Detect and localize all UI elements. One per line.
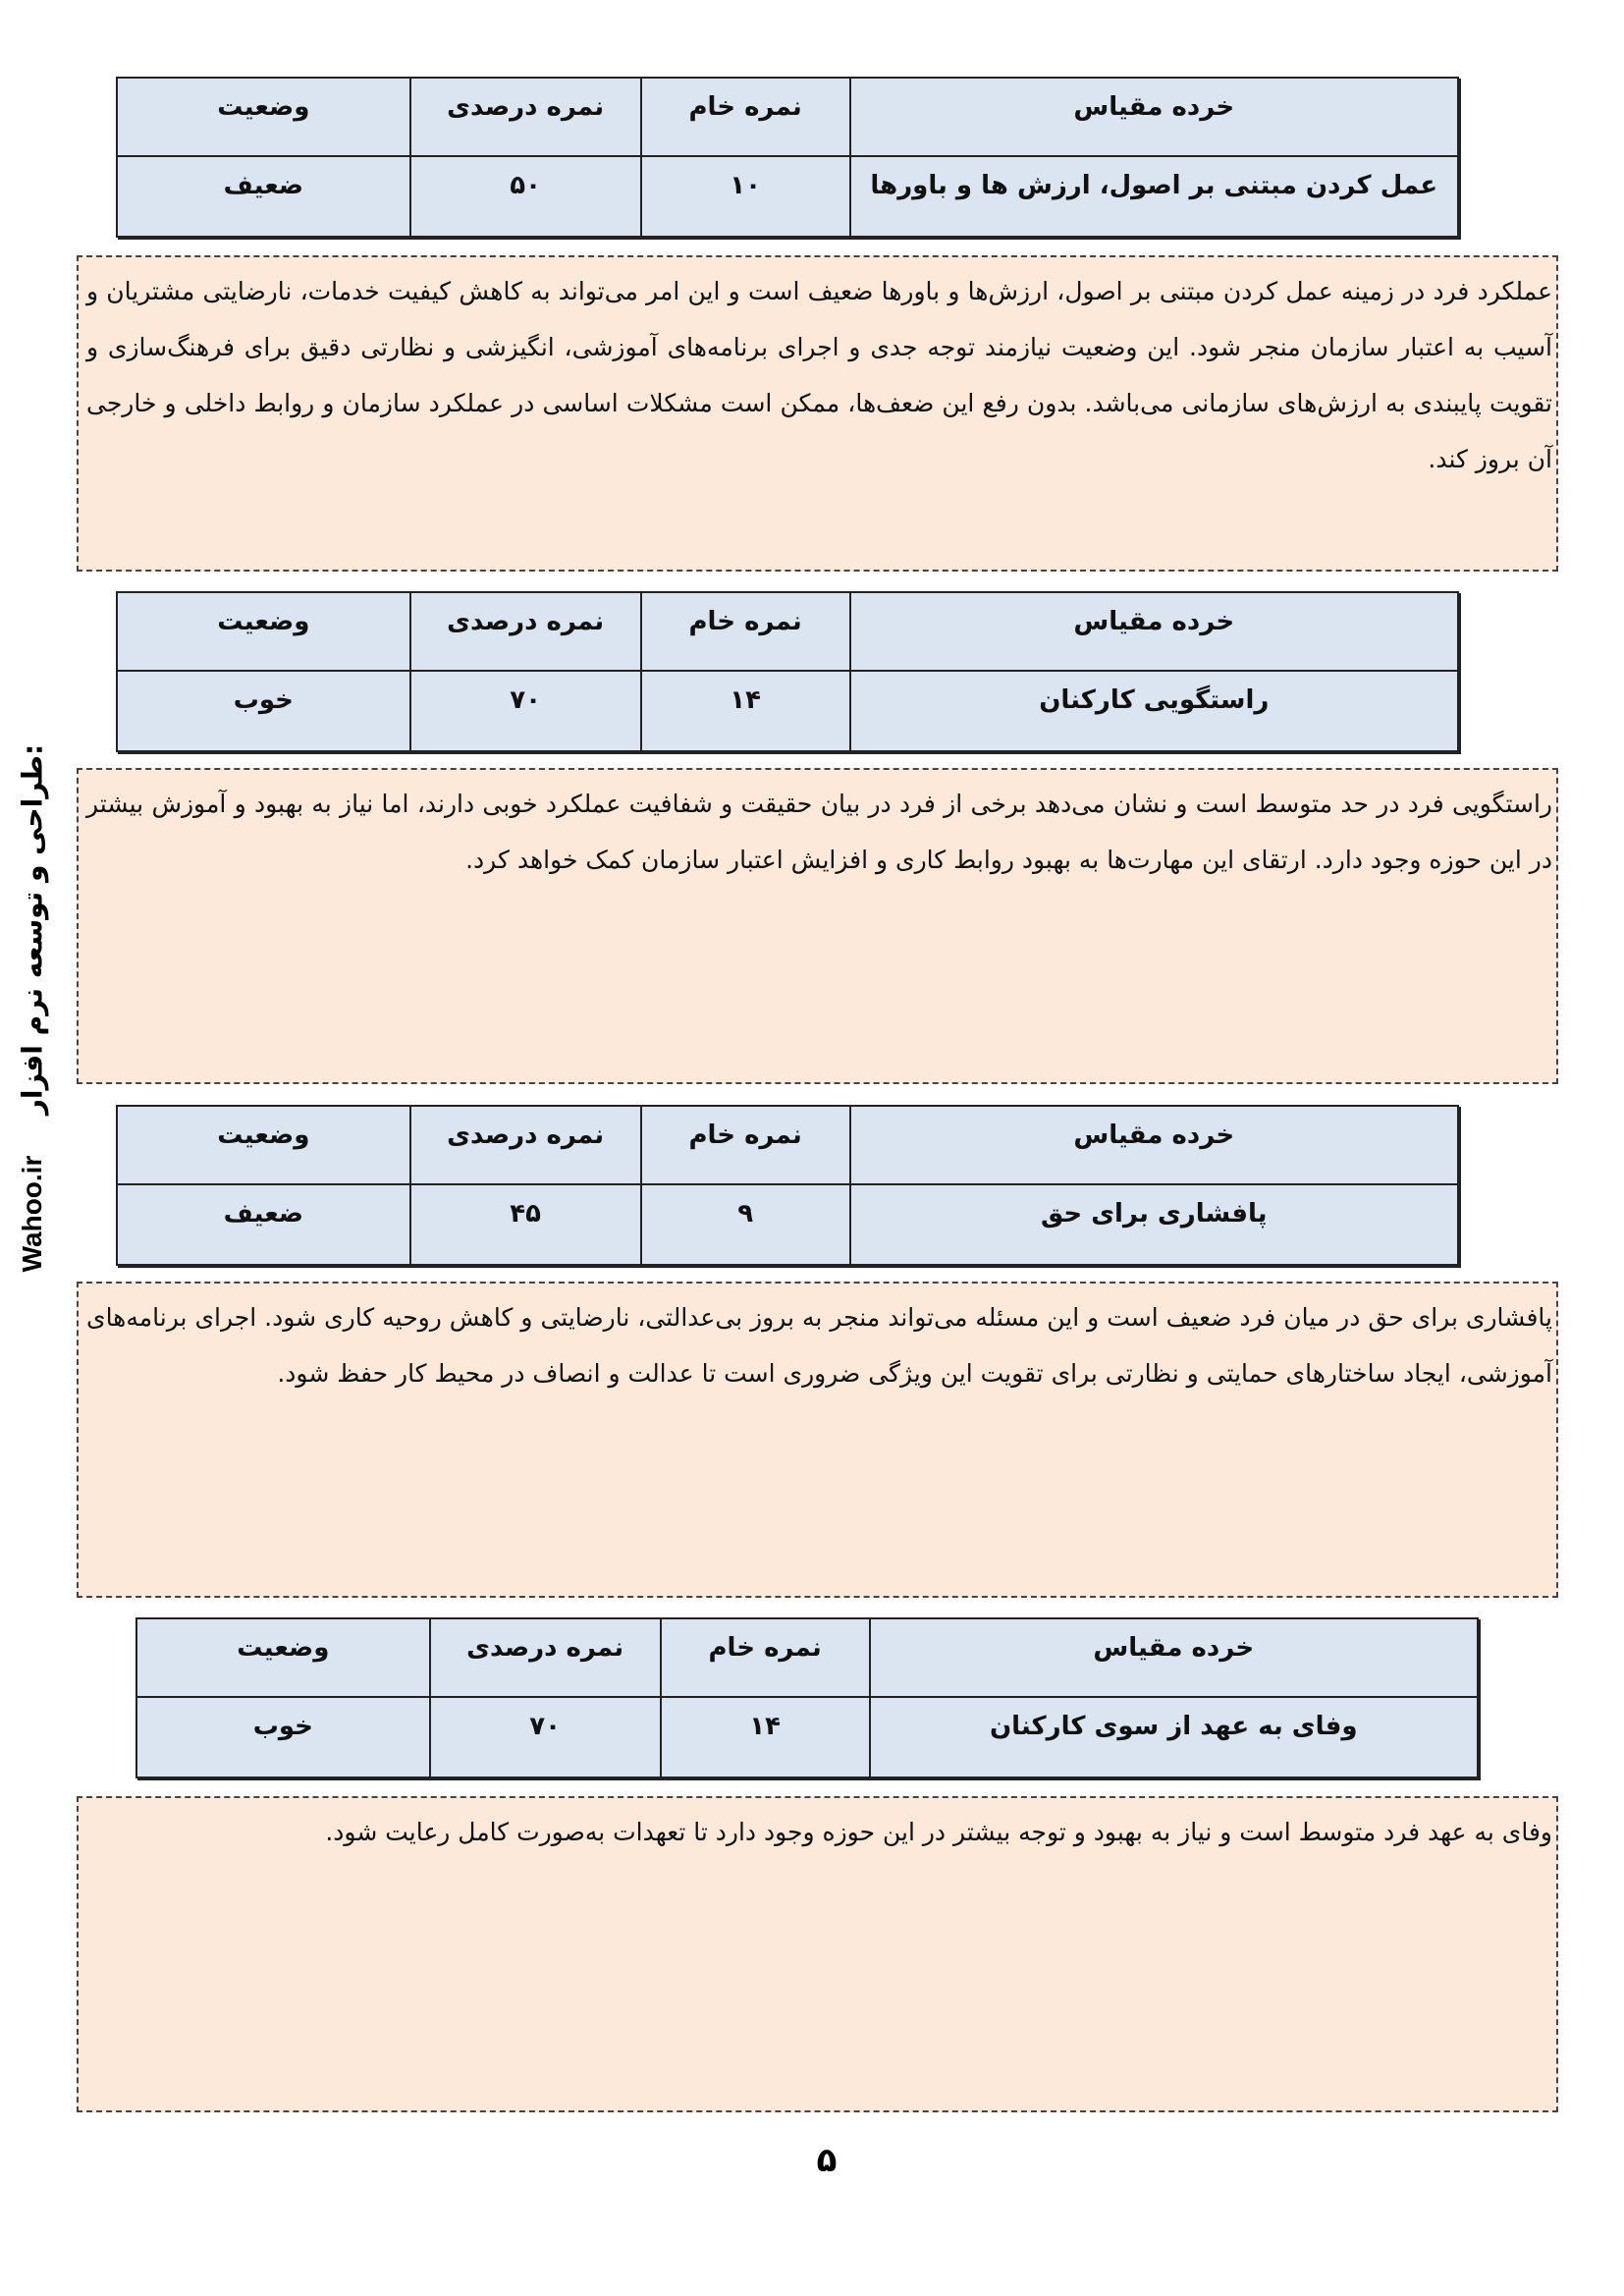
score-table: خرده مقیاس نمره خام نمره درصدی وضعیت عمل کرد… <box>116 77 1460 238</box>
score-table: خرده مقیاس نمره خام نمره درصدی وضعیت راستگوی… <box>116 591 1460 752</box>
header-raw: نمره خام <box>659 1617 871 1698</box>
header-status: وضعیت <box>116 591 411 672</box>
interpretation-text: وفای به عهد فرد متوسط است و نیاز به بهبو… <box>77 1796 1558 2112</box>
header-percent: نمره درصدی <box>408 1105 642 1185</box>
cell-raw: ۱۰ <box>639 155 851 238</box>
cell-subscale: وفای به عهد از سوی کارکنان <box>868 1696 1480 1778</box>
header-row: خرده مقیاس نمره خام نمره درصدی وضعیت <box>116 1105 1460 1185</box>
header-status: وضعیت <box>116 1105 411 1185</box>
data-row: عمل کردن مبتنی بر اصول، ارزش ها و باورها… <box>116 155 1460 238</box>
cell-subscale: راستگویی کارکنان <box>848 670 1460 752</box>
header-row: خرده مقیاس نمره خام نمره درصدی وضعیت <box>116 77 1460 157</box>
brand-link[interactable]: Wahoo.ir <box>17 1155 47 1273</box>
score-table: خرده مقیاس نمره خام نمره درصدی وضعیت پافشاری… <box>116 1105 1460 1266</box>
header-percent: نمره درصدی <box>408 77 642 157</box>
header-status: وضعیت <box>116 77 411 157</box>
page-number: ۵ <box>816 2141 838 2180</box>
data-row: راستگویی کارکنان ۱۴ ۷۰ خوب <box>116 670 1460 752</box>
cell-percent: ۵۰ <box>408 155 642 238</box>
cell-status: خوب <box>135 1696 431 1778</box>
header-subscale: خرده مقیاس <box>848 1105 1460 1185</box>
cell-raw: ۱۴ <box>659 1696 871 1778</box>
data-row: پافشاری برای حق ۹ ۴۵ ضعیف <box>116 1183 1460 1266</box>
data-row: وفای به عهد از سوی کارکنان ۱۴ ۷۰ خوب <box>135 1696 1480 1778</box>
header-subscale: خرده مقیاس <box>848 77 1460 157</box>
header-raw: نمره خام <box>639 77 851 157</box>
header-raw: نمره خام <box>639 1105 851 1185</box>
credit-text: طراحی و توسعه نرم افزار: <box>16 743 49 1116</box>
cell-status: خوب <box>116 670 411 752</box>
cell-subscale: پافشاری برای حق <box>848 1183 1460 1266</box>
header-raw: نمره خام <box>639 591 851 672</box>
cell-percent: ۷۰ <box>428 1696 662 1778</box>
cell-subscale: عمل کردن مبتنی بر اصول، ارزش ها و باورها <box>848 155 1460 238</box>
score-table: خرده مقیاس نمره خام نمره درصدی وضعیت وفای به… <box>135 1617 1480 1778</box>
cell-percent: ۷۰ <box>408 670 642 752</box>
cell-percent: ۴۵ <box>408 1183 642 1266</box>
interpretation-text: راستگویی فرد در حد متوسط است و نشان می‌د… <box>77 768 1558 1084</box>
header-percent: نمره درصدی <box>408 591 642 672</box>
cell-raw: ۹ <box>639 1183 851 1266</box>
header-row: خرده مقیاس نمره خام نمره درصدی وضعیت <box>135 1617 1480 1698</box>
cell-status: ضعیف <box>116 1183 411 1266</box>
interpretation-text: پافشاری برای حق در میان فرد ضعیف است و ا… <box>77 1282 1558 1598</box>
header-subscale: خرده مقیاس <box>868 1617 1480 1698</box>
header-percent: نمره درصدی <box>428 1617 662 1698</box>
cell-raw: ۱۴ <box>639 670 851 752</box>
side-credit: طراحی و توسعه نرم افزار: Wahoo.ir <box>10 744 55 1296</box>
interpretation-text: عملکرد فرد در زمینه عمل کردن مبتنی بر اص… <box>77 255 1558 572</box>
header-subscale: خرده مقیاس <box>848 591 1460 672</box>
cell-status: ضعیف <box>116 155 411 238</box>
header-row: خرده مقیاس نمره خام نمره درصدی وضعیت <box>116 591 1460 672</box>
header-status: وضعیت <box>135 1617 431 1698</box>
